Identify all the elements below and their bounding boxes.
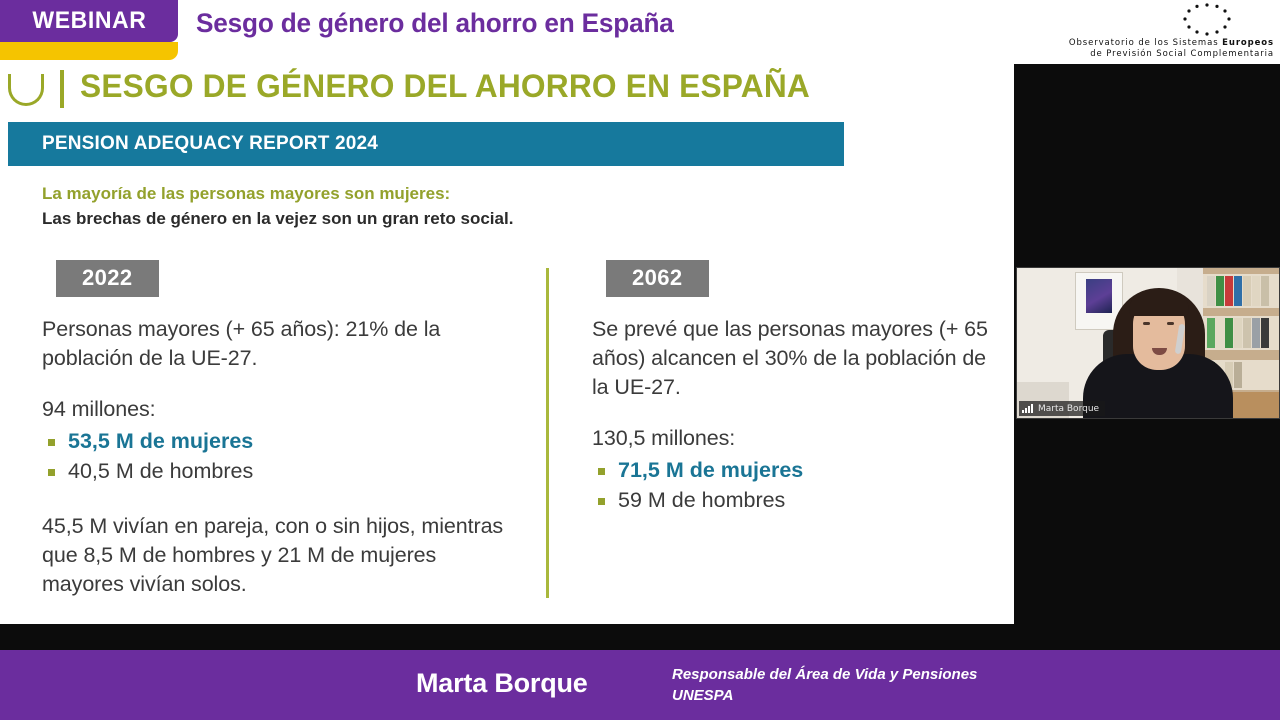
year-badge-2062: 2062: [606, 260, 709, 297]
list-item: 53,5 M de mujeres: [42, 426, 522, 456]
list-item: 40,5 M de hombres: [42, 456, 522, 486]
list-item: 59 M de hombres: [592, 485, 992, 515]
speaker-name: Marta Borque: [416, 668, 588, 698]
left-bullet-list: 53,5 M de mujeres 40,5 M de hombres: [42, 426, 522, 486]
speaker-role-line1: Responsable del Área de Vida y Pensiones: [672, 666, 978, 683]
column-divider: [546, 268, 549, 598]
eu-caption-line2: de Previsión Social Complementaria: [1090, 49, 1274, 59]
right-bullet-list: 71,5 M de mujeres 59 M de hombres: [592, 455, 992, 515]
speaker-footer-bar: Marta Borque Responsable del Área de Vid…: [0, 650, 1280, 720]
webinar-badge-label: WEBINAR: [31, 7, 147, 34]
participant-eye-right: [1167, 322, 1174, 325]
participant-fringe: [1129, 290, 1189, 316]
year-badge-2022: 2022: [56, 260, 159, 297]
brand-bar-icon: [60, 70, 64, 108]
column-2022: 2022 Personas mayores (+ 65 años): 21% d…: [42, 260, 522, 599]
brand-arc-icon: [8, 74, 44, 106]
video-participant-tile[interactable]: Marta Borque: [1016, 267, 1280, 419]
left-paragraph-1: Personas mayores (+ 65 años): 21% de la …: [42, 317, 441, 370]
slide-title: SESGO DE GÉNERO DEL AHORRO EN ESPAÑA: [80, 68, 811, 104]
right-paragraph-2: 130,5 millones:: [592, 426, 736, 450]
slide-section-band: PENSION ADEQUACY REPORT 2024: [8, 122, 844, 166]
signal-bars-icon: [1022, 404, 1033, 413]
participant-eye-left: [1143, 322, 1150, 325]
speaker-role: Responsable del Área de Vida y Pensiones…: [672, 664, 977, 706]
list-item: 71,5 M de mujeres: [592, 455, 992, 485]
right-paragraph-1: Se prevé que las personas mayores (+ 65 …: [592, 317, 988, 399]
slide-section-band-label: PENSION ADEQUACY REPORT 2024: [42, 133, 379, 154]
eu-stars-icon: [1183, 3, 1231, 36]
left-paragraph-3: 45,5 M vivían en pareja, con o sin hijos…: [42, 514, 504, 596]
page-header: WEBINAR Sesgo de género del ahorro en Es…: [0, 0, 1280, 64]
header-yellow-accent-bar: [0, 42, 178, 60]
slide-subtitle-dark: Las brechas de género en la vejez son un…: [42, 209, 514, 228]
eu-logo-caption: Observatorio de los Sistemas Europeos de…: [1022, 38, 1274, 60]
eu-observatory-logo: Observatorio de los Sistemas Europeos de…: [1022, 2, 1274, 60]
eu-caption-line1-b: Europeos: [1222, 38, 1274, 48]
slide-title-row: SESGO DE GÉNERO DEL AHORRO EN ESPAÑA: [0, 64, 1014, 118]
speaker-role-line2: UNESPA: [672, 687, 734, 704]
header-title: Sesgo de género del ahorro en España: [196, 8, 674, 38]
left-paragraph-2: 94 millones:: [42, 397, 156, 421]
participant-name-badge: Marta Borque: [1019, 401, 1106, 416]
participant-mouth: [1152, 348, 1167, 355]
participant-name-label: Marta Borque: [1038, 403, 1100, 414]
eu-caption-line1-a: Observatorio de los Sistemas: [1068, 38, 1223, 48]
webinar-badge: WEBINAR: [0, 0, 178, 42]
presentation-slide: SESGO DE GÉNERO DEL AHORRO EN ESPAÑA PEN…: [0, 64, 1014, 624]
slide-subtitle-green: La mayoría de las personas mayores son m…: [42, 184, 451, 203]
column-2062: 2062 Se prevé que las personas mayores (…: [592, 260, 992, 515]
